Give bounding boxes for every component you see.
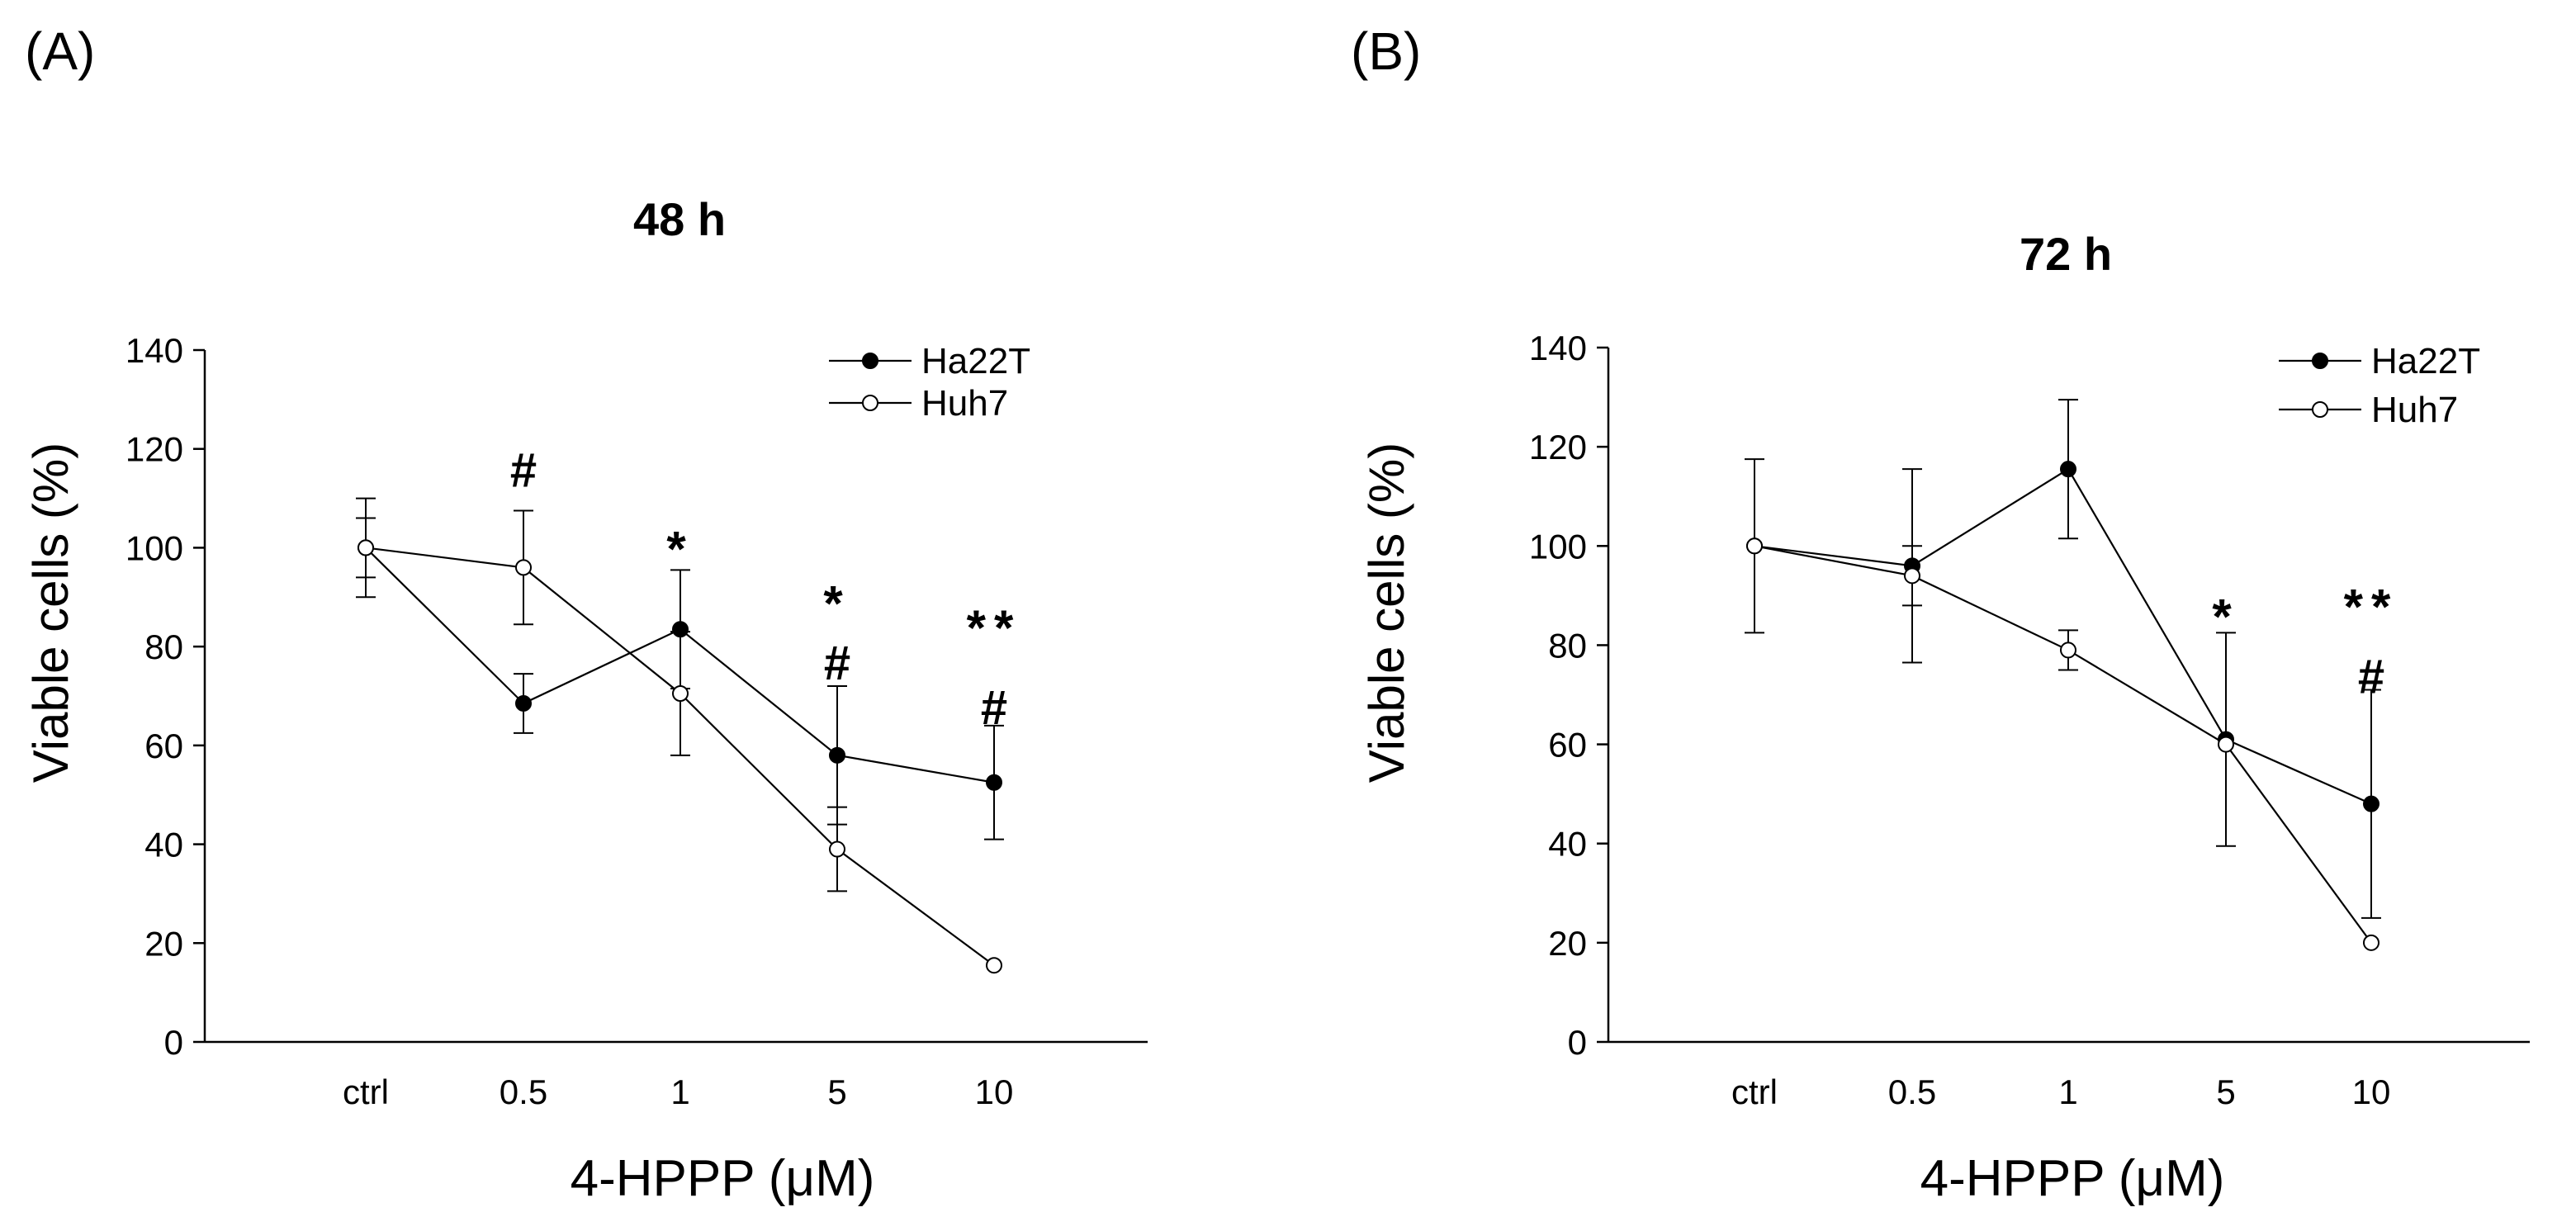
x-axis-label: 4-HPPP (μM)	[1920, 1150, 2225, 1207]
y-axis-label: Viable cells (%)	[23, 443, 78, 783]
significance-marker: #	[981, 681, 1007, 735]
y-axis-label: Viable cells (%)	[1359, 443, 1414, 783]
x-tick-label: 0.5	[1888, 1072, 1936, 1111]
x-tick-label: 0.5	[500, 1072, 547, 1111]
legend-marker	[862, 395, 878, 411]
x-tick-label: ctrl	[1731, 1072, 1778, 1111]
x-tick-label: 1	[2058, 1072, 2077, 1111]
x-tick-label: 10	[975, 1072, 1014, 1111]
panel-label: (B)	[1351, 21, 1421, 81]
data-point	[986, 957, 1002, 974]
significance-marker: **	[967, 600, 1022, 656]
x-tick-label: 5	[2216, 1072, 2235, 1111]
data-point	[2060, 642, 2076, 659]
y-tick-label: 140	[1529, 329, 1587, 367]
data-point	[1904, 567, 1920, 585]
significance-marker: *	[666, 521, 694, 576]
series-ha22t	[1745, 399, 2381, 919]
y-tick-label: 0	[164, 1023, 183, 1062]
data-point	[986, 774, 1002, 791]
data-point	[1746, 537, 1763, 555]
y-tick-label: 0	[1568, 1023, 1587, 1062]
series-line	[1754, 545, 2372, 944]
y-tick-label: 120	[1529, 428, 1587, 466]
data-point	[829, 840, 845, 858]
legend-marker	[862, 353, 878, 369]
data-point	[515, 559, 532, 576]
legend-marker	[2312, 401, 2328, 418]
x-axis-label: 4-HPPP (μM)	[571, 1150, 875, 1207]
significance-marker: #	[510, 444, 537, 498]
significance-marker: *	[823, 575, 850, 631]
data-point	[2363, 795, 2379, 812]
data-point	[2363, 934, 2379, 951]
legend: Ha22T Huh7	[2279, 341, 2480, 430]
chart-title: 48 h	[633, 193, 726, 245]
y-tick-label: 20	[1548, 924, 1587, 963]
data-point	[672, 685, 689, 703]
y-tick-label: 140	[125, 331, 183, 370]
y-tick-label: 40	[144, 826, 183, 864]
x-tick-label: ctrl	[343, 1072, 389, 1111]
chart-panel-a: (A) 48 h Viable cells (%) 4-HPPP (μM) 0 2…	[23, 21, 1148, 1207]
significance-marker: #	[824, 637, 850, 690]
y-tick-label: 80	[1548, 626, 1587, 665]
series-huh7	[356, 497, 1002, 974]
legend-marker	[2312, 353, 2328, 369]
y-tick-label: 100	[1529, 527, 1587, 566]
y-tick-label: 80	[144, 627, 183, 666]
y-tick-label: 40	[1548, 825, 1587, 864]
data-point	[829, 746, 845, 764]
series-huh7	[1746, 537, 2379, 951]
series-line	[1754, 467, 2372, 805]
y-tick-label: 60	[144, 727, 183, 765]
data-point	[515, 694, 532, 712]
legend-label: Huh7	[2371, 390, 2458, 430]
chart-title: 72 h	[2020, 228, 2112, 280]
x-tick-label: 1	[670, 1072, 689, 1111]
x-tick-label: 5	[827, 1072, 846, 1111]
panel-label: (A)	[25, 21, 95, 81]
data-point	[358, 539, 374, 556]
legend-label: Ha22T	[2371, 341, 2480, 381]
significance-marker: #	[2358, 650, 2384, 703]
y-tick-label: 120	[125, 430, 183, 469]
legend-label: Ha22T	[921, 341, 1030, 381]
significance-marker: **	[2344, 579, 2399, 634]
significance-marker: *	[2212, 589, 2239, 644]
x-tick-label: 10	[2352, 1072, 2391, 1111]
chart-panel-b: (B) 72 h Viable cells (%) 4-HPPP (μM) 0 2…	[1351, 21, 2530, 1207]
data-point	[2218, 736, 2234, 753]
y-tick-label: 60	[1548, 726, 1587, 765]
legend-label: Huh7	[921, 383, 1008, 424]
y-tick-label: 100	[125, 528, 183, 567]
data-point	[2060, 461, 2076, 478]
y-tick-label: 20	[144, 924, 183, 963]
